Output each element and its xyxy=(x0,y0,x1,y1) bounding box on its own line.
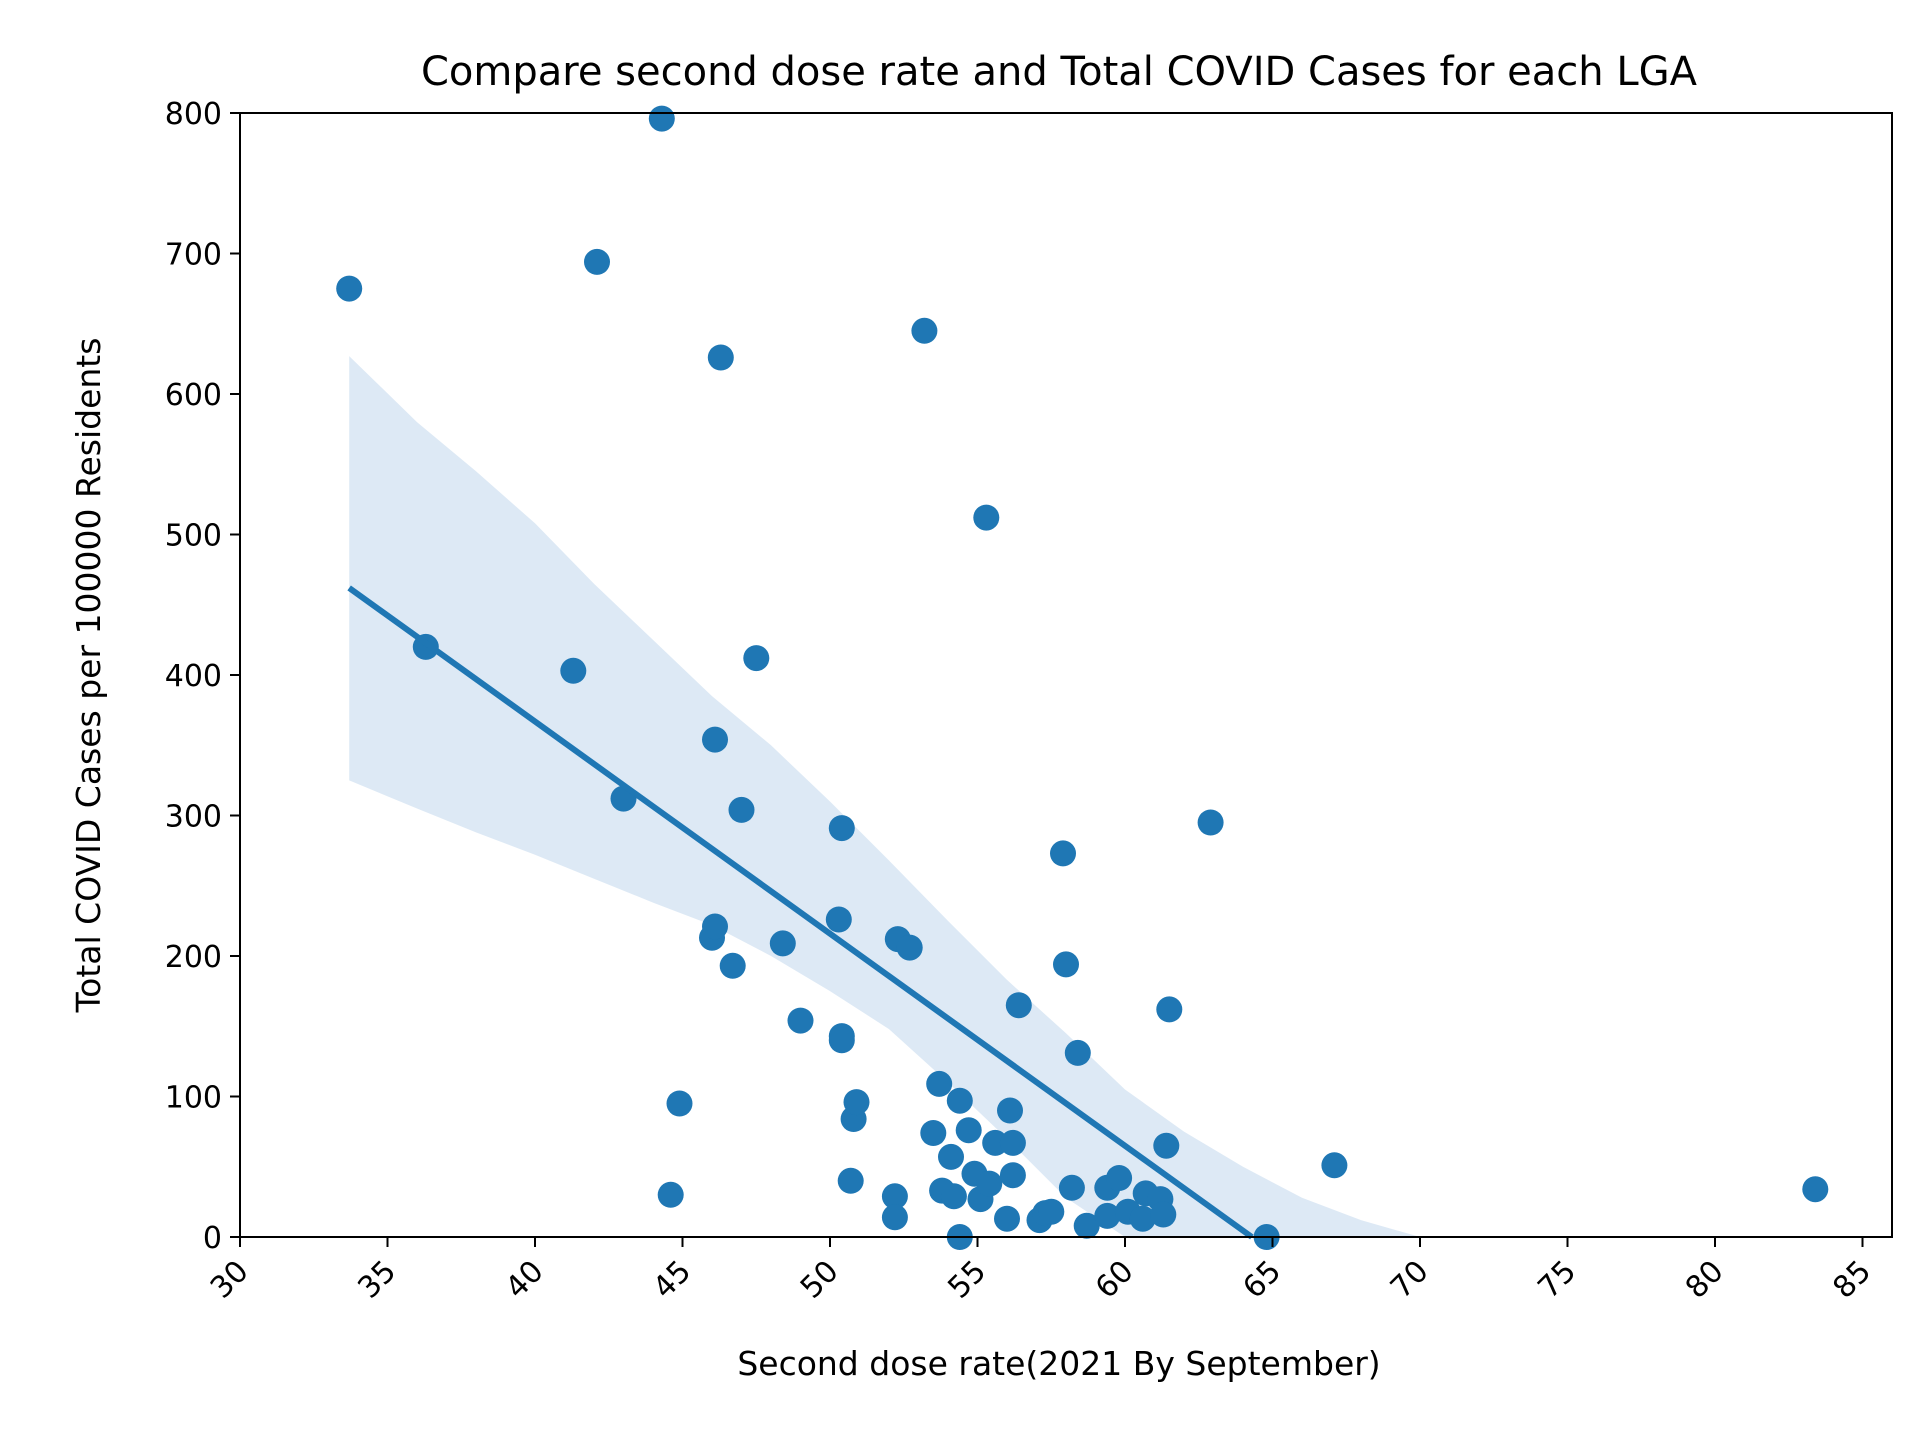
data-point xyxy=(787,1007,814,1034)
data-point xyxy=(940,1183,967,1210)
data-point xyxy=(837,1167,864,1194)
data-point xyxy=(946,1087,973,1114)
x-axis-label: Second dose rate(2021 By September) xyxy=(737,1344,1380,1383)
data-point xyxy=(336,275,363,302)
y-axis-ticks: 0 100 200 300 400 500 600 700 800 xyxy=(165,97,240,1256)
data-point xyxy=(560,657,587,684)
data-point xyxy=(1050,840,1076,867)
data-point xyxy=(955,1117,982,1144)
data-point xyxy=(707,344,734,371)
data-point xyxy=(702,913,728,940)
data-point xyxy=(584,248,610,275)
confidence-band xyxy=(349,356,1421,1238)
data-point xyxy=(926,1070,953,1097)
regression-line-layer xyxy=(347,585,1254,1240)
data-point xyxy=(1053,951,1079,978)
data-point xyxy=(999,1162,1026,1189)
data-point xyxy=(657,1181,684,1208)
y-tick-label: 700 xyxy=(165,238,222,273)
data-point xyxy=(1005,992,1032,1019)
data-point xyxy=(973,504,1000,531)
data-point xyxy=(1073,1212,1100,1239)
y-tick-label: 800 xyxy=(165,97,222,132)
data-point xyxy=(994,1205,1020,1232)
y-tick-label: 600 xyxy=(165,378,222,413)
y-axis-label: Total COVID Cases per 100000 Residents xyxy=(69,338,108,1014)
data-point xyxy=(666,1090,693,1117)
data-point xyxy=(1038,1198,1065,1225)
data-point xyxy=(769,930,796,957)
data-point xyxy=(920,1120,947,1146)
data-point xyxy=(1156,996,1183,1023)
data-point xyxy=(702,726,728,753)
data-point xyxy=(828,815,855,842)
regression-line xyxy=(347,585,1254,1240)
data-point xyxy=(1129,1205,1156,1232)
data-point xyxy=(997,1097,1023,1124)
data-point xyxy=(1064,1039,1091,1066)
data-point xyxy=(1150,1201,1177,1228)
data-points xyxy=(336,105,1829,1250)
y-tick-label: 200 xyxy=(165,940,222,975)
data-point xyxy=(825,906,852,933)
data-point xyxy=(743,645,770,672)
y-tick-label: 500 xyxy=(165,519,222,554)
data-point xyxy=(911,317,938,344)
data-point xyxy=(896,934,923,961)
data-point xyxy=(999,1129,1026,1156)
data-point xyxy=(881,1183,908,1210)
y-tick-label: 100 xyxy=(165,1081,222,1116)
data-point xyxy=(719,952,746,979)
data-point xyxy=(1197,809,1224,836)
data-point xyxy=(1106,1165,1133,1191)
y-tick-label: 400 xyxy=(165,659,222,694)
data-point xyxy=(976,1170,1003,1197)
confidence-band-layer xyxy=(349,356,1421,1238)
data-point xyxy=(828,1027,855,1054)
y-tick-label: 300 xyxy=(165,800,222,835)
data-point xyxy=(1058,1174,1085,1201)
data-point xyxy=(648,105,675,132)
data-point xyxy=(1802,1176,1829,1203)
data-point xyxy=(1094,1202,1121,1229)
chart-title: Compare second dose rate and Total COVID… xyxy=(421,49,1698,95)
data-point xyxy=(881,1204,908,1231)
data-point xyxy=(1153,1132,1180,1159)
data-point xyxy=(1321,1152,1348,1179)
data-point xyxy=(728,796,755,823)
data-point xyxy=(843,1089,870,1116)
y-tick-label: 0 xyxy=(203,1221,222,1256)
data-point xyxy=(938,1143,964,1170)
